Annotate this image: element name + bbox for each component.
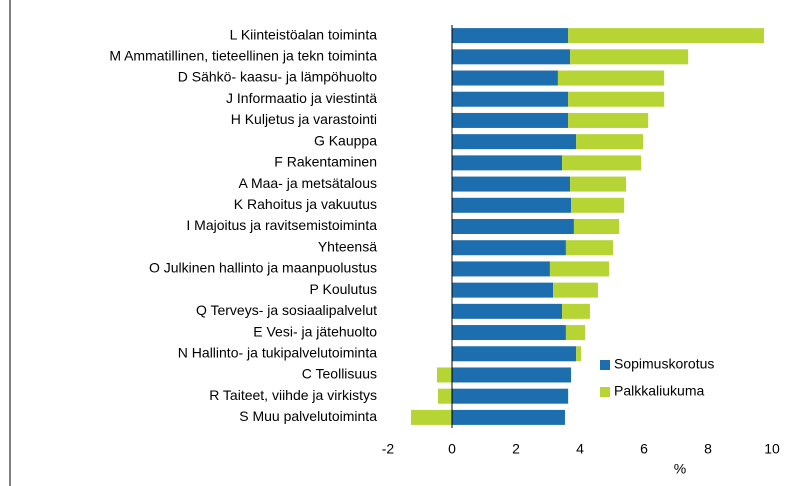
y-tick-label: A Maa- ja metsätalous	[238, 175, 377, 191]
bar-segment	[570, 49, 689, 65]
y-tick-label: R Taiteet, viihde ja virkistys	[209, 387, 377, 403]
bar-segment	[576, 134, 644, 150]
bar-segment	[571, 197, 625, 213]
bar-segment	[452, 325, 566, 341]
bar-segment	[452, 282, 554, 298]
x-tick-label: -2	[382, 441, 395, 457]
y-tick-label: Yhteensä	[318, 238, 377, 254]
x-tick-label: 8	[704, 441, 712, 457]
y-tick-label: L Kiinteistöalan toiminta	[230, 26, 378, 42]
x-tick-label: 0	[448, 441, 456, 457]
bar-segment	[452, 134, 577, 150]
bar-segment	[436, 367, 452, 383]
x-tick-label: 4	[576, 441, 584, 457]
bar-segment	[452, 409, 565, 425]
bar-segment	[452, 261, 550, 277]
bar-segment	[557, 70, 665, 86]
x-tick-label: 2	[512, 441, 520, 457]
x-axis-label: %	[674, 461, 686, 477]
bar-segment	[411, 409, 452, 425]
legend-swatch	[600, 360, 610, 370]
bar-segment	[570, 176, 627, 192]
bar-segment	[452, 112, 569, 128]
bar-segment	[452, 176, 571, 192]
y-tick-label: Q Terveys- ja sosiaalipalvelut	[196, 302, 377, 318]
bar-segment	[452, 219, 574, 234]
y-tick-label: M Ammatillinen, tieteellinen ja tekn toi…	[109, 48, 377, 64]
y-tick-label: J Informaatio ja viestintä	[226, 90, 377, 106]
bar-segment	[565, 240, 613, 256]
bar-segment	[568, 28, 764, 44]
bar-segment	[576, 346, 581, 362]
bar-segment	[562, 155, 642, 171]
y-tick-label: O Julkinen hallinto ja maanpuolustus	[149, 260, 377, 276]
y-tick-label: P Koulutus	[310, 281, 377, 297]
bar-segment	[452, 49, 571, 65]
bar-segment	[452, 155, 563, 171]
bar-segment	[452, 240, 566, 256]
bar-segment	[549, 261, 610, 277]
y-tick-label: D Sähkö- kaasu- ja lämpöhuolto	[178, 69, 377, 85]
y-tick-label: K Rahoitus ja vakuutus	[234, 196, 377, 212]
bar-segment	[562, 303, 590, 319]
legend-label: Palkkaliukuma	[614, 383, 704, 399]
y-tick-label: F Rakentaminen	[274, 154, 377, 170]
bar-segment	[452, 367, 572, 383]
bar-segment	[452, 388, 569, 404]
y-tick-label: H Kuljetus ja varastointi	[231, 111, 377, 127]
bar-segment	[553, 282, 598, 298]
x-tick-label: 10	[764, 441, 780, 457]
bar-segment	[573, 219, 620, 234]
y-tick-label: E Vesi- ja jätehuolto	[253, 323, 377, 339]
x-tick-label: 6	[640, 441, 648, 457]
legend-label: Sopimuskorotus	[614, 356, 714, 372]
bar-segment	[452, 28, 569, 44]
bar-segment	[568, 91, 665, 107]
y-tick-label: I Majoitus ja ravitsemistoiminta	[186, 217, 377, 233]
bar-segment	[452, 70, 558, 86]
legend-swatch	[600, 387, 610, 397]
bar-segment	[452, 197, 572, 213]
y-tick-label: C Teollisuus	[302, 366, 377, 382]
y-tick-label: G Kauppa	[314, 132, 377, 148]
bar-segment	[568, 112, 649, 128]
bar-segment	[437, 388, 452, 404]
bar-segment	[452, 91, 569, 107]
bar-segment	[565, 325, 586, 341]
y-tick-label: N Hallinto- ja tukipalvelutoiminta	[178, 344, 377, 360]
bar-segment	[452, 346, 577, 362]
y-tick-label: S Muu palvelutoiminta	[239, 408, 377, 424]
bar-segment	[452, 303, 563, 319]
